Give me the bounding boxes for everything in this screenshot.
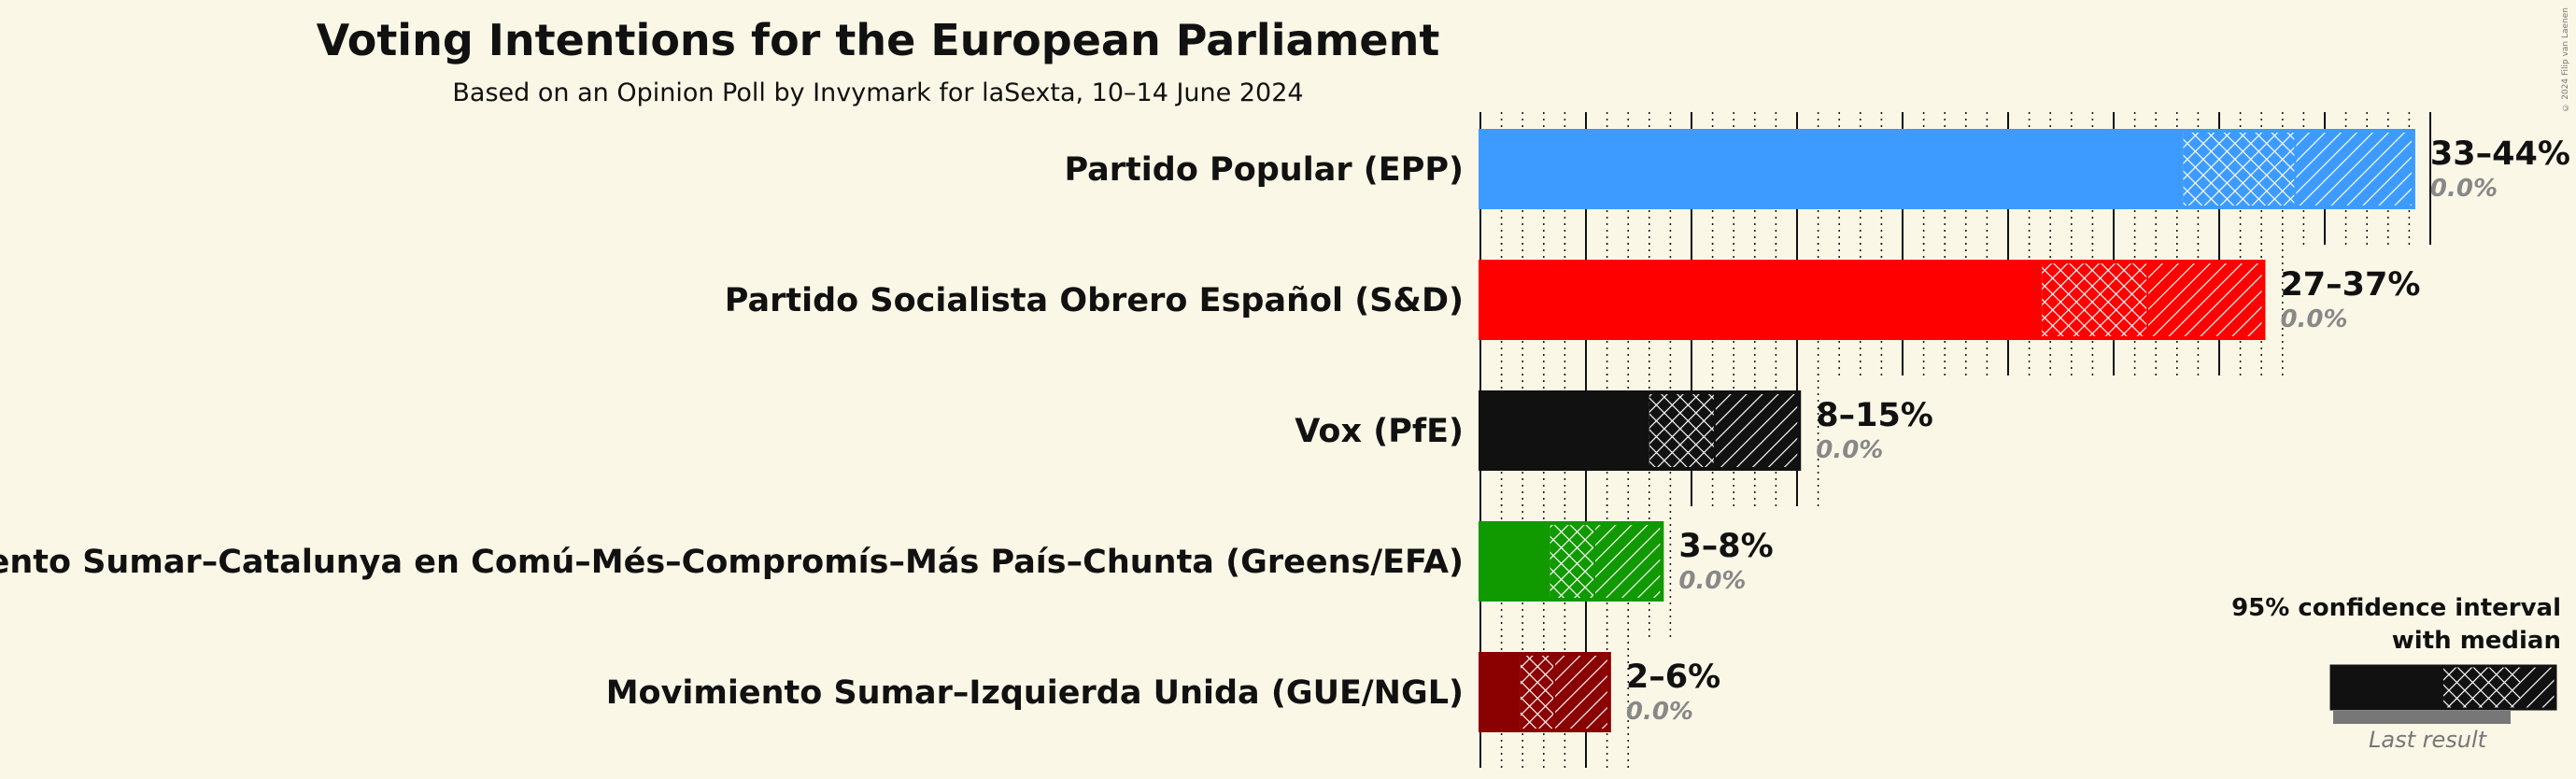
bar-ci-lower-pattern <box>1649 392 1715 469</box>
party-label: Vox (PfE) <box>1295 413 1464 450</box>
legend-title-line1: 95% confidence interval <box>2231 594 2561 622</box>
bar-ci-lower-pattern <box>1550 523 1595 600</box>
range-label: 27–37% <box>2280 266 2420 304</box>
bars: Partido Popular (EPP) 33–44%0.0%Partido S… <box>0 129 2570 732</box>
bar-ci-lower-pattern <box>2183 131 2296 207</box>
legend-title: 95% confidence interval with median <box>2150 592 2561 658</box>
party-label: Movimiento Sumar–Izquierda Unida (GUE/NG… <box>606 674 1464 712</box>
bar-outline <box>1479 260 2266 340</box>
last-result-label: 0.0% <box>2280 305 2347 333</box>
legend-graphic <box>2329 664 2557 724</box>
bar-ci-upper-pattern <box>1594 523 1663 600</box>
bar-outline <box>1479 129 2415 209</box>
bar-outline <box>1479 521 1664 602</box>
bar-solid <box>1480 392 1649 469</box>
legend-outline <box>2329 664 2557 711</box>
last-result-label: 0.0% <box>1816 436 1883 464</box>
legend-title-line2: with median <box>2391 627 2561 655</box>
legend-last-result-bar <box>2333 711 2511 724</box>
bar-outline <box>1479 390 1802 471</box>
last-result-label: 0.0% <box>1626 698 1693 726</box>
bar-ci-lower-pattern <box>1520 654 1555 730</box>
bar-solid <box>1480 654 1521 730</box>
range-label: 2–6% <box>1626 659 1720 696</box>
bar-ci-upper-pattern <box>1554 654 1609 730</box>
chart-title: Voting Intentions for the European Parli… <box>316 15 1440 65</box>
legend-ci-upper-pattern <box>2520 666 2555 709</box>
bar-ci-lower-pattern <box>2042 262 2148 338</box>
legend-solid <box>2331 666 2443 709</box>
bar-ci-upper-pattern <box>2147 262 2264 338</box>
legend-ci-lower-pattern <box>2443 666 2520 709</box>
bar-ci-upper-pattern <box>2295 131 2413 207</box>
party-label: Partido Popular (EPP) <box>1064 151 1464 189</box>
party-label: Movimiento Sumar–Catalunya en Comú–Més–C… <box>0 544 1464 581</box>
last-result-label: 0.0% <box>2430 175 2498 203</box>
last-result-label: 0.0% <box>1678 567 1746 595</box>
range-label: 33–44% <box>2430 135 2570 173</box>
bar-solid <box>1480 523 1550 600</box>
legend-last-result-label: Last result <box>2369 727 2487 753</box>
range-label: 8–15% <box>1816 397 1933 434</box>
chart-subtitle: Based on an Opinion Poll by Invymark for… <box>452 78 1304 107</box>
bar-solid <box>1480 262 2043 338</box>
bar-outline <box>1479 652 1611 732</box>
party-label: Partido Socialista Obrero Español (S&D) <box>725 282 1464 319</box>
range-label: 3–8% <box>1678 528 1773 565</box>
bar-ci-upper-pattern <box>1714 392 1800 469</box>
bar-solid <box>1480 131 2184 207</box>
